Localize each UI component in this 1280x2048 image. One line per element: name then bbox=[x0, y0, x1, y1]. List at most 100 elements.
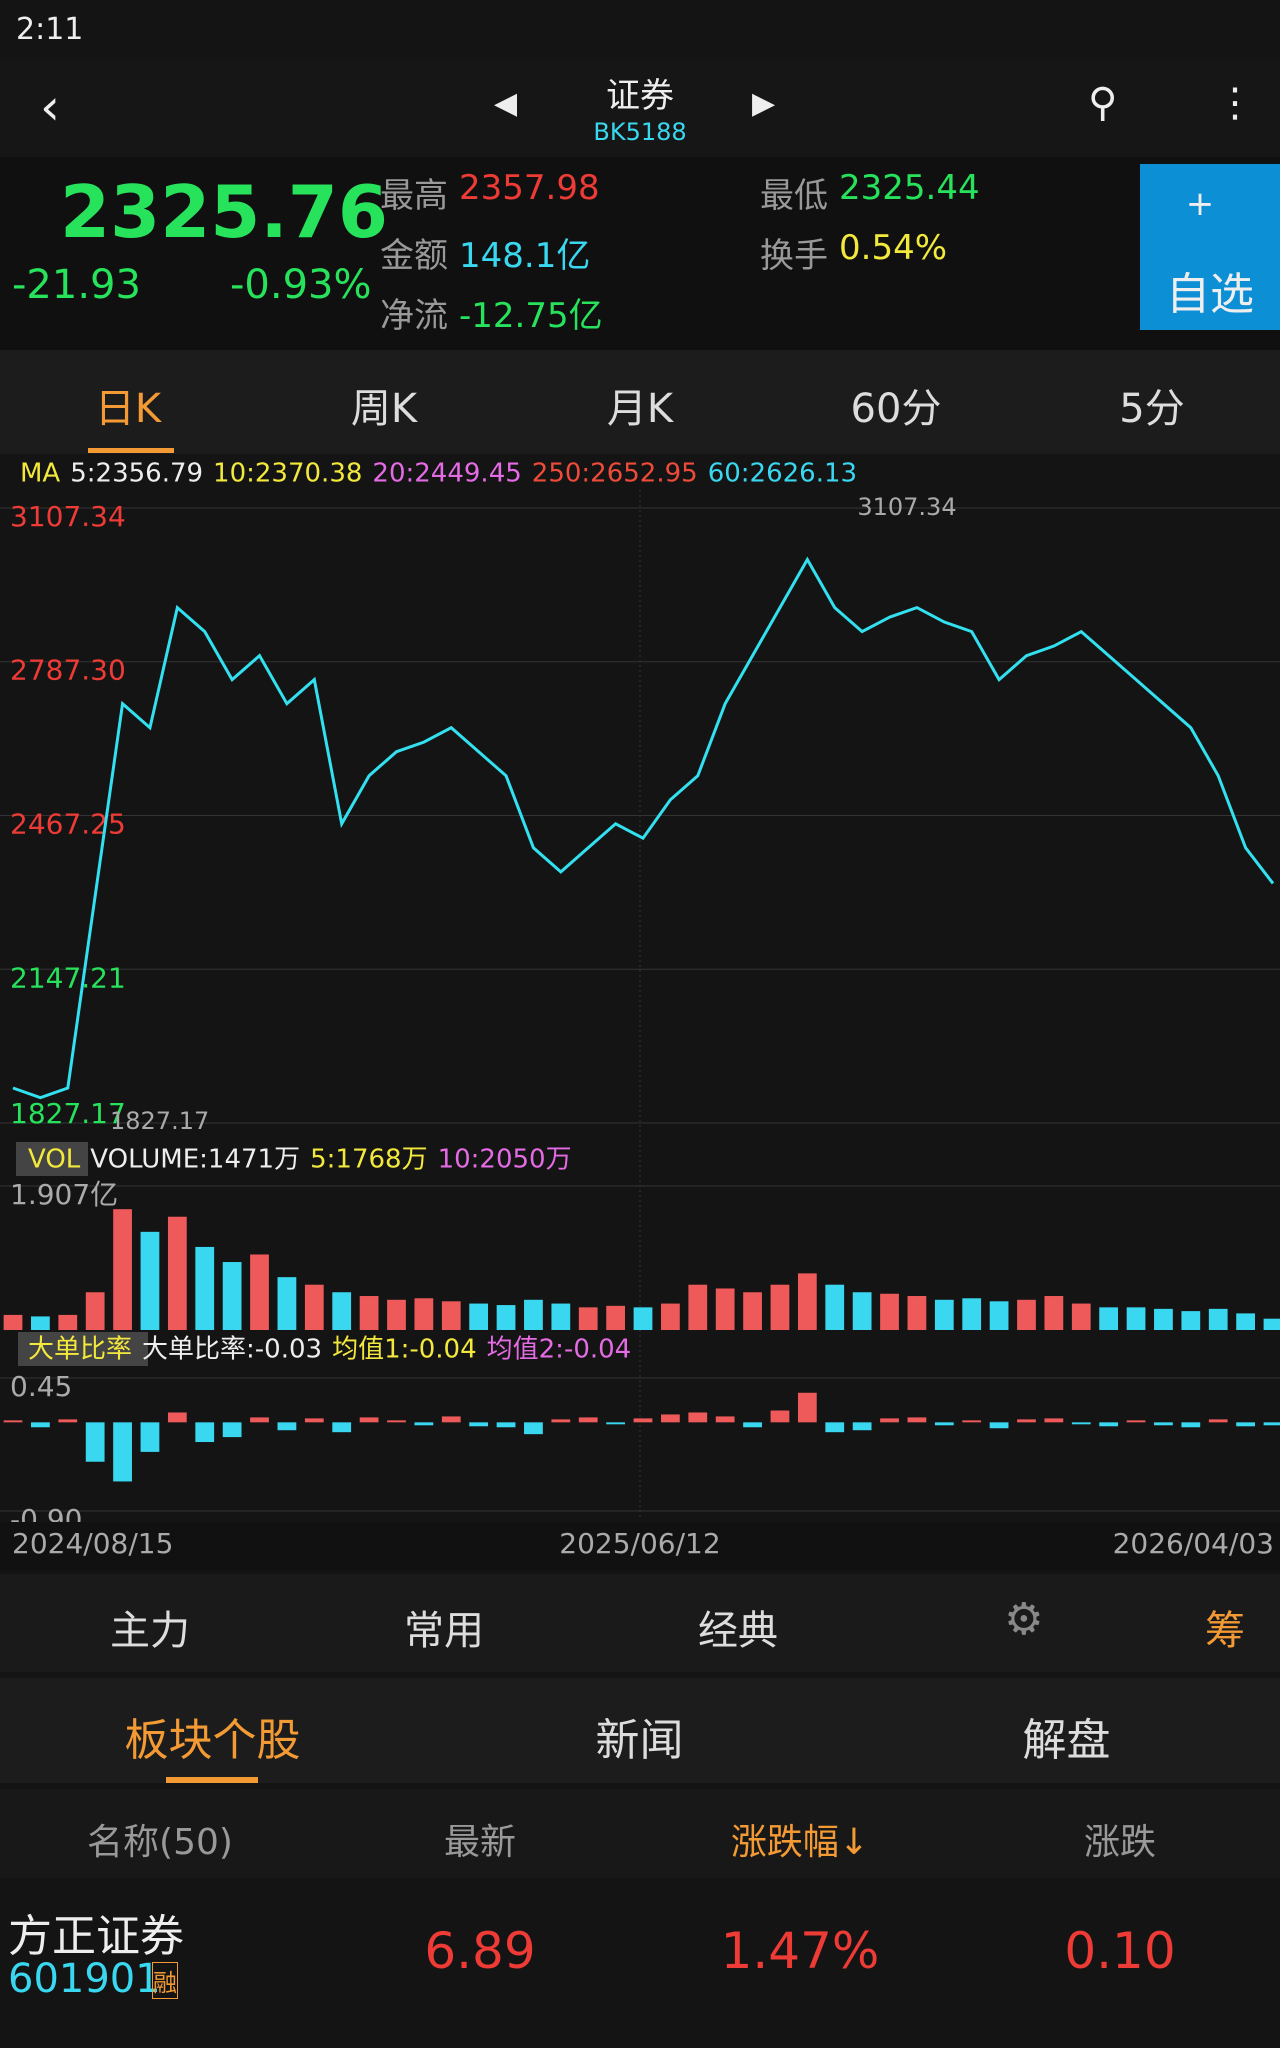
volume-bar bbox=[140, 1231, 160, 1330]
volume-bar bbox=[277, 1277, 297, 1330]
volume-bar bbox=[1017, 1299, 1036, 1330]
legend-text: VOLUME:1471万 bbox=[90, 1145, 300, 1175]
volume-bar bbox=[58, 1314, 78, 1330]
toolbar-item[interactable]: 主力 bbox=[110, 1608, 190, 1654]
volume-bar bbox=[1236, 1313, 1255, 1330]
volume-bar bbox=[715, 1288, 735, 1330]
volume-bar bbox=[469, 1303, 489, 1330]
ratio-bar bbox=[797, 1392, 817, 1423]
volume-bar bbox=[1154, 1308, 1173, 1330]
volume-bar bbox=[1099, 1307, 1119, 1330]
amount: 148.1亿 bbox=[459, 236, 591, 276]
flow-label: 净流 bbox=[380, 296, 448, 336]
max-marker: 3107.34 bbox=[857, 493, 956, 521]
ratio-bar bbox=[825, 1422, 845, 1433]
volume-bar bbox=[962, 1298, 982, 1330]
volume-bar bbox=[1181, 1311, 1201, 1330]
ratio-bar bbox=[1236, 1422, 1255, 1427]
legend-text: 10:2050万 bbox=[438, 1145, 572, 1175]
y-tick-label: 1.907亿 bbox=[10, 1178, 118, 1211]
column-header[interactable]: 涨跌幅↓ bbox=[730, 1822, 870, 1863]
ratio-bar bbox=[880, 1418, 899, 1423]
ratio-bar bbox=[907, 1417, 927, 1423]
kline-chart: MA 5:2356.79 10:2370.38 20:2449.45 250:2652.… bbox=[0, 459, 1280, 1570]
volume-bar bbox=[1071, 1303, 1091, 1330]
ratio-bar bbox=[332, 1422, 352, 1433]
column-header[interactable]: 名称(50) bbox=[87, 1822, 233, 1863]
column-header[interactable]: 涨跌 bbox=[1083, 1822, 1156, 1863]
flow: -12.75亿 bbox=[459, 296, 603, 336]
content-tab[interactable]: 新闻 bbox=[595, 1715, 684, 1766]
watch-label: 自选 bbox=[1166, 269, 1254, 320]
ratio-bar bbox=[387, 1420, 406, 1423]
y-tick-label: 3107.34 bbox=[10, 500, 126, 533]
ratio-bar bbox=[770, 1410, 790, 1423]
toolbar-item[interactable]: 经典 bbox=[698, 1608, 778, 1654]
ratio-bar bbox=[58, 1419, 78, 1423]
volume-bar bbox=[195, 1246, 215, 1330]
volume-bar bbox=[441, 1301, 461, 1330]
stock-tag: 融 bbox=[152, 1962, 178, 1999]
ratio-bar bbox=[1099, 1422, 1119, 1427]
settings-button[interactable]: ⚙ bbox=[1004, 1594, 1044, 1645]
code: BK5188 bbox=[593, 118, 687, 146]
column-header[interactable]: 最新 bbox=[443, 1822, 516, 1863]
volume-bar bbox=[167, 1216, 187, 1330]
ratio-badge bbox=[18, 1332, 148, 1366]
table-header: 名称(50) 最新 涨跌幅↓ 涨跌 bbox=[0, 1789, 1280, 1878]
ratio-bar bbox=[1154, 1422, 1173, 1426]
period-tab[interactable]: 5分 bbox=[1119, 386, 1185, 432]
y-tick-label: 2787.30 bbox=[10, 654, 126, 687]
content-tab[interactable]: 解盘 bbox=[1022, 1715, 1111, 1766]
legend-text: 10:2370.38 bbox=[213, 459, 362, 489]
ratio-bar bbox=[606, 1422, 625, 1425]
volume-bar bbox=[606, 1305, 625, 1330]
ratio-bar bbox=[1071, 1422, 1091, 1425]
change: -21.93 bbox=[12, 262, 141, 308]
toolbar-item[interactable]: 常用 bbox=[404, 1608, 484, 1654]
ratio-bar bbox=[934, 1422, 954, 1426]
ratio-bar bbox=[715, 1416, 735, 1423]
legend-text: 大单比率:-0.03 bbox=[142, 1335, 322, 1365]
ratio-bar bbox=[167, 1412, 187, 1423]
back-button[interactable]: ‹ bbox=[40, 78, 60, 136]
toolbar-item[interactable]: 筹 bbox=[1205, 1608, 1245, 1654]
watch-button[interactable] bbox=[1140, 164, 1280, 330]
date-axis-bg bbox=[0, 1522, 1280, 1570]
legend-text: 250:2652.95 bbox=[532, 459, 698, 489]
volume-bar bbox=[688, 1284, 708, 1330]
volume-bar bbox=[743, 1292, 762, 1330]
date-label: 2026/04/03 bbox=[1113, 1527, 1274, 1560]
tab-underline bbox=[88, 448, 174, 453]
bottom-tabs: 板块个股 新闻 解盘 bbox=[0, 1678, 1280, 1783]
ratio-bar bbox=[496, 1422, 516, 1428]
ratio-bar bbox=[250, 1417, 269, 1423]
volume-bar bbox=[770, 1284, 790, 1330]
stock-pct: 1.47% bbox=[720, 1922, 880, 1980]
ratio-bar bbox=[989, 1422, 1009, 1429]
ratio-bar bbox=[359, 1417, 379, 1423]
ratio-bar bbox=[551, 1419, 571, 1423]
y-tick-label: 2147.21 bbox=[10, 961, 126, 994]
legend-text: 均值2:-0.04 bbox=[487, 1335, 632, 1365]
period-tab[interactable]: 月K bbox=[606, 386, 674, 432]
y-tick-label: 1827.17 bbox=[10, 1097, 126, 1130]
volume-bar bbox=[907, 1296, 927, 1330]
tab-underline bbox=[166, 1777, 258, 1783]
ratio-bar bbox=[743, 1422, 762, 1428]
content-tab[interactable]: 板块个股 bbox=[124, 1715, 301, 1766]
period-tab[interactable]: 60分 bbox=[850, 386, 942, 432]
ratio-bar bbox=[578, 1417, 598, 1423]
menu-button[interactable]: ⋮ bbox=[1215, 80, 1255, 126]
period-tab[interactable]: 日K bbox=[94, 386, 162, 432]
date-label: 2024/08/15 bbox=[12, 1527, 173, 1560]
volume-bar bbox=[1044, 1296, 1064, 1330]
next-button[interactable]: ▶ bbox=[752, 86, 776, 121]
ratio-bar bbox=[195, 1422, 215, 1443]
period-tab[interactable]: 周K bbox=[350, 386, 418, 432]
ratio-bar bbox=[661, 1414, 680, 1423]
ratio-bar bbox=[1181, 1422, 1201, 1428]
prev-button[interactable]: ◀ bbox=[494, 86, 518, 121]
volume-bar bbox=[387, 1299, 406, 1330]
search-button[interactable]: ⚲ bbox=[1088, 80, 1118, 126]
